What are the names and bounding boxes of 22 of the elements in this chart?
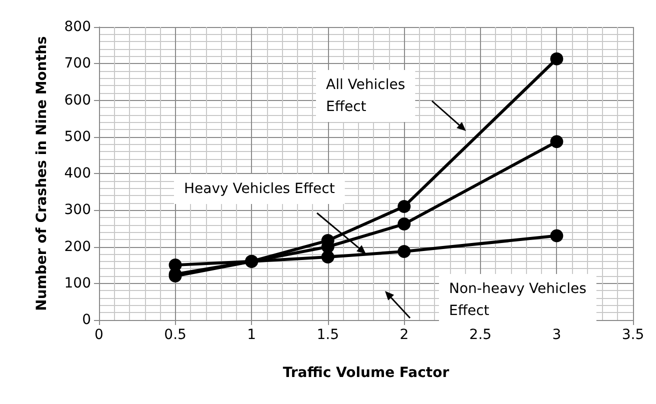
annotation: Heavy Vehicles Effect (184, 181, 336, 197)
y-tick-label: 500 (64, 128, 91, 145)
y-tick-label: 700 (64, 56, 91, 72)
y-tick-label: 300 (64, 202, 91, 218)
x-tick-label: 3.5 (622, 327, 644, 343)
x-axis-title: Traffic Volume Factor (282, 365, 450, 381)
y-tick-label: 0 (82, 312, 91, 328)
x-tick-label: 2 (400, 327, 409, 343)
x-tick-label: 0 (94, 327, 104, 343)
annotation: All Vehicles Effect (326, 77, 406, 115)
annotation: Non-heavy Vehicles Effect (449, 281, 586, 319)
y-tick-label: 600 (64, 92, 91, 108)
x-tick-label: 0.5 (164, 327, 186, 343)
y-tick-label: 200 (64, 238, 91, 255)
x-tick-label: 1 (247, 327, 256, 343)
y-tick-label: 800 (64, 19, 91, 35)
x-tick-label: 1.5 (316, 327, 339, 343)
y-axis-title: Number of Crashes in Nine Months (34, 36, 50, 311)
x-tick-label: 2.5 (469, 327, 492, 343)
x-tick-label: 3 (552, 327, 562, 343)
y-tick-label: 400 (64, 166, 91, 182)
y-tick-label: 100 (64, 275, 91, 292)
